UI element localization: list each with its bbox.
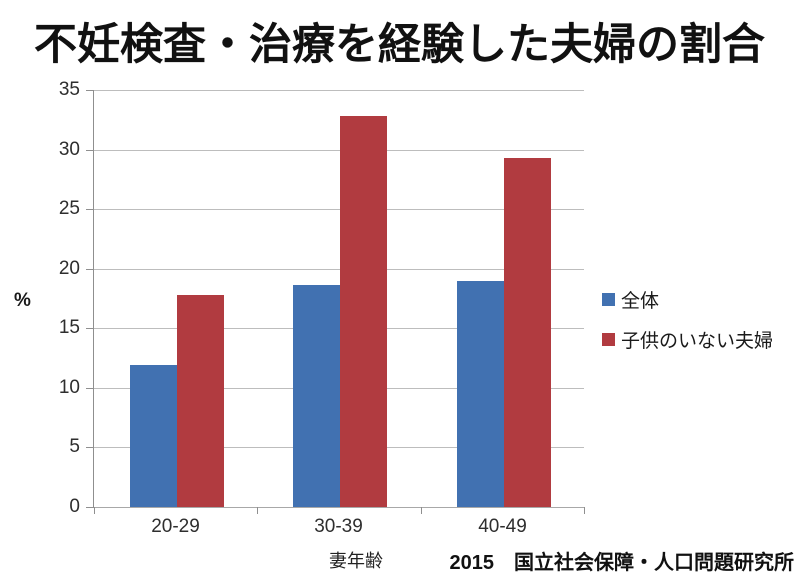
x-axis-title: 妻年齢 <box>329 551 383 571</box>
y-tick-mark-10 <box>86 388 94 389</box>
legend-label-childless: 子供のいない夫婦 <box>621 331 774 352</box>
gridline-35 <box>94 90 584 91</box>
chart-title: 不妊検査・治療を経験した夫婦の割合 <box>34 21 765 69</box>
x-tick-label-30-39: 30-39 <box>314 516 363 537</box>
y-tick-label-0: 0 <box>69 496 80 517</box>
gridline-20 <box>94 269 584 270</box>
x-tick-label-20-29: 20-29 <box>151 516 200 537</box>
y-tick-mark-15 <box>86 328 94 329</box>
y-tick-label-30: 30 <box>58 139 80 160</box>
legend-swatch-childless <box>602 333 615 346</box>
bar-overall-40-49 <box>457 281 504 507</box>
y-tick-mark-20 <box>86 269 94 270</box>
x-tick-mark-0 <box>94 507 95 514</box>
gridline-25 <box>94 209 584 210</box>
legend-item-overall: 全体 <box>602 286 773 313</box>
gridline-30 <box>94 150 584 151</box>
y-tick-mark-0 <box>86 507 94 508</box>
y-tick-label-20: 20 <box>58 258 80 279</box>
plot-area: 0 5 10 15 20 25 30 35 20-29 30-39 40-49 <box>59 79 585 537</box>
legend: 全体 子供のいない夫婦 <box>602 286 773 366</box>
bar-overall-20-29 <box>130 365 177 507</box>
legend-item-childless: 子供のいない夫婦 <box>602 326 773 353</box>
y-tick-label-10: 10 <box>58 377 80 398</box>
y-tick-label-5: 5 <box>69 436 80 457</box>
y-tick-mark-35 <box>86 90 94 91</box>
y-tick-mark-25 <box>86 209 94 210</box>
y-tick-label-25: 25 <box>58 198 80 219</box>
y-tick-label-35: 35 <box>58 79 80 100</box>
y-tick-mark-5 <box>86 447 94 448</box>
y-axis-unit-label: % <box>14 290 31 311</box>
y-tick-label-15: 15 <box>58 317 80 338</box>
x-tick-mark-3 <box>584 507 585 514</box>
legend-swatch-overall <box>602 293 615 306</box>
bar-childless-30-39 <box>340 116 387 507</box>
x-tick-mark-2 <box>421 507 422 514</box>
bar-childless-20-29 <box>177 295 224 507</box>
legend-label-overall: 全体 <box>621 291 660 312</box>
x-tick-label-40-49: 40-49 <box>478 516 527 537</box>
y-tick-mark-30 <box>86 150 94 151</box>
bar-overall-30-39 <box>293 285 340 507</box>
source-note: 2015 国立社会保障・人口問題研究所 <box>449 552 795 574</box>
x-tick-mark-1 <box>257 507 258 514</box>
bar-childless-40-49 <box>504 158 551 507</box>
